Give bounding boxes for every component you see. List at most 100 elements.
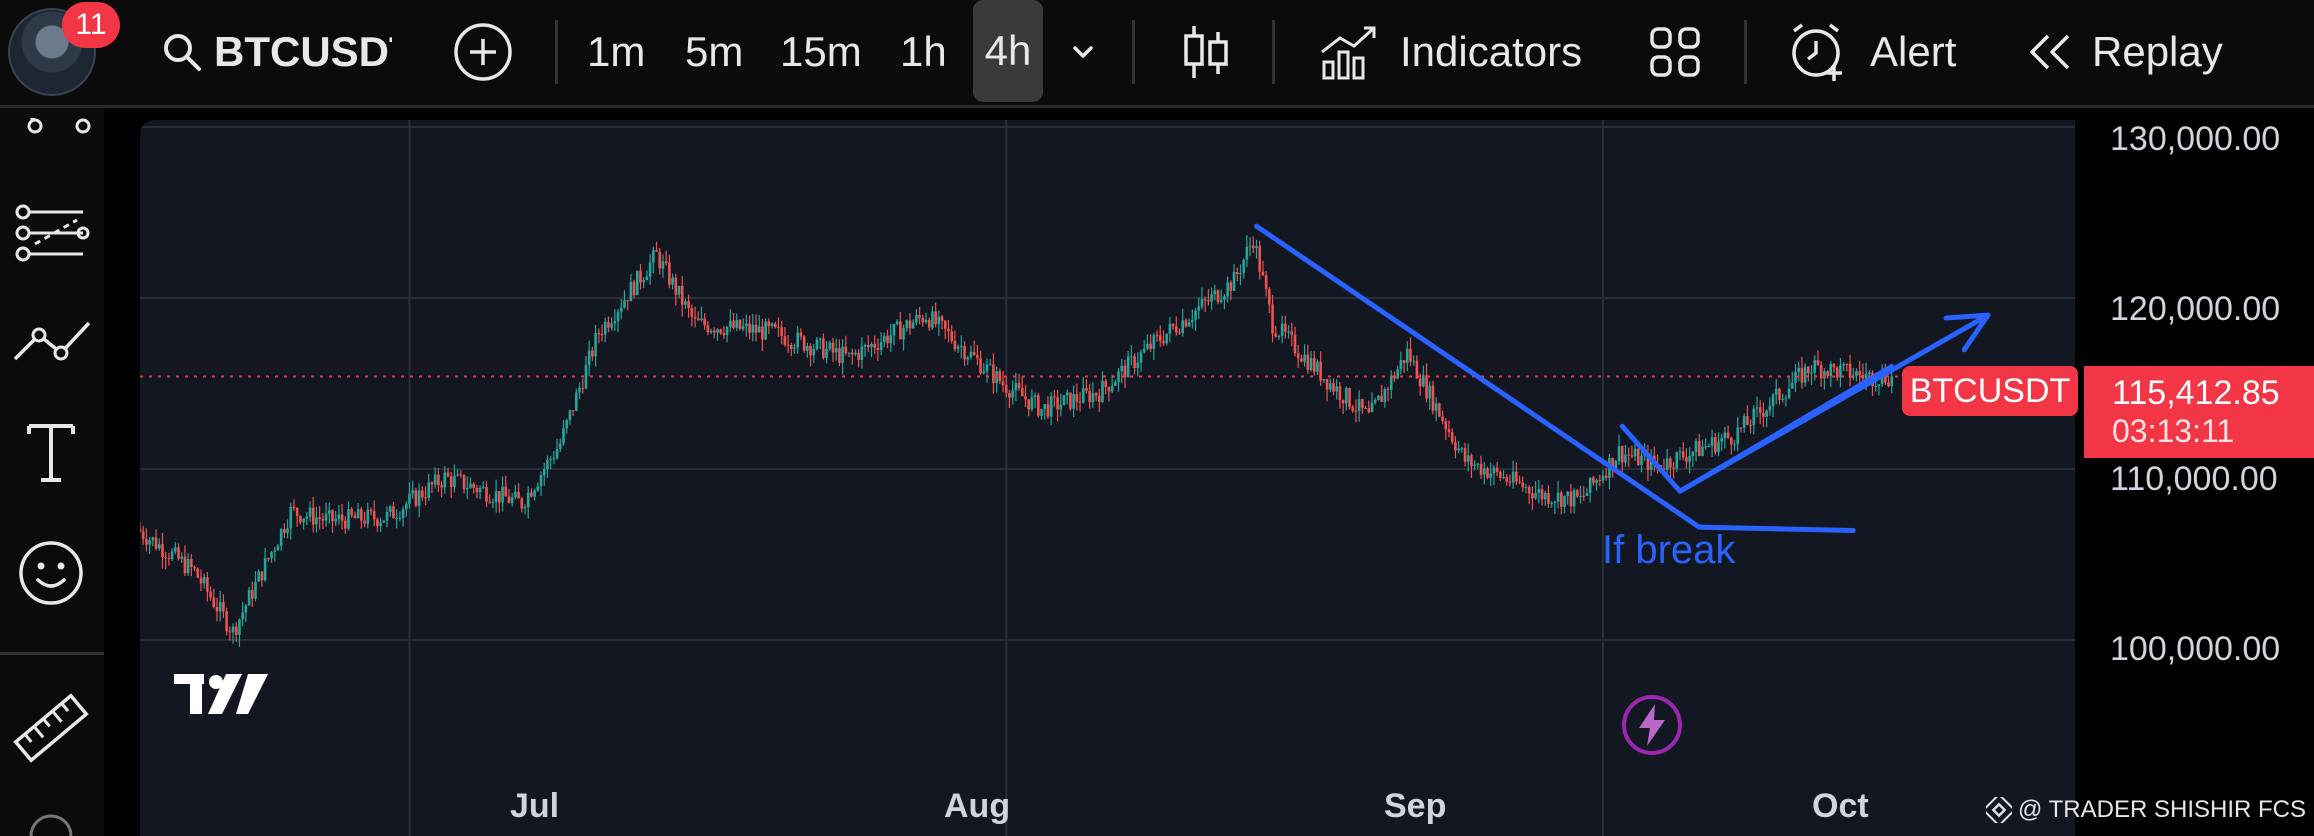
text-tool[interactable]: [6, 420, 96, 486]
candle-body: [677, 285, 681, 295]
candle-body: [382, 520, 386, 523]
candle-body: [1120, 365, 1124, 372]
candle-body: [414, 490, 418, 506]
candle-body: [453, 475, 456, 488]
candle-body: [1284, 323, 1287, 332]
candle-body: [594, 333, 597, 357]
bar-countdown: 03:13:11: [2112, 413, 2235, 449]
candle-body: [1726, 432, 1730, 438]
indicators-button[interactable]: Indicators: [1318, 0, 1582, 104]
callout-text[interactable]: If break: [1602, 528, 1736, 572]
candle-body: [401, 509, 405, 518]
candle-body: [1620, 446, 1624, 463]
candle-body: [1454, 442, 1457, 451]
zoom-tool[interactable]: [6, 806, 96, 836]
candle-body: [1393, 375, 1396, 379]
candle-body: [1146, 343, 1149, 349]
candle-body: [1438, 403, 1441, 417]
candle-body: [1293, 334, 1297, 354]
candle-body: [1890, 376, 1894, 387]
trend-line-tool[interactable]: [6, 313, 96, 369]
candle-body: [1081, 388, 1085, 403]
lightning-icon[interactable]: [1619, 692, 1685, 758]
candle-body: [1088, 390, 1091, 403]
candle-body: [456, 474, 459, 476]
candle-body: [751, 324, 755, 333]
candle-body: [1316, 361, 1319, 372]
candle-body: [154, 537, 158, 549]
candle-body: [170, 551, 174, 559]
watermark: @ TRADER SHISHIR FCS: [1986, 796, 2306, 824]
candle-body: [831, 342, 835, 353]
candle-body: [895, 321, 899, 325]
candle-body: [655, 250, 658, 252]
candle-body: [632, 281, 636, 296]
candle-body: [1746, 416, 1749, 425]
candle-body: [145, 538, 148, 545]
candle-body: [1017, 383, 1021, 388]
timeframe-1m[interactable]: 1m: [587, 28, 646, 75]
candle-body: [234, 626, 238, 635]
candle-body: [1848, 363, 1852, 378]
timeframe-5m[interactable]: 5m: [685, 28, 744, 75]
candle-body: [729, 320, 732, 327]
candle-body: [1778, 388, 1781, 400]
chart-type-button[interactable]: [1180, 0, 1232, 104]
candle-body: [1707, 445, 1711, 447]
candle-body: [568, 410, 572, 421]
add-symbol-button[interactable]: [452, 0, 514, 104]
emoji-tool[interactable]: [6, 538, 96, 608]
timeframe-dropdown-button[interactable]: [1068, 0, 1098, 104]
candle-body: [931, 311, 934, 328]
ruler-tool[interactable]: [6, 688, 96, 768]
candle-body: [1357, 399, 1361, 411]
scissors-icon: [27, 118, 91, 134]
layouts-button[interactable]: [1648, 0, 1702, 104]
candle-body: [1024, 396, 1027, 400]
timeframe-15m[interactable]: 15m: [780, 28, 862, 75]
candle-body: [366, 509, 370, 524]
candle-body: [1502, 477, 1505, 479]
chart-canvas[interactable]: [140, 120, 2075, 836]
candle-body: [392, 506, 395, 519]
current-price-tag: 115,412.85 03:13:11: [2084, 366, 2314, 458]
candle-body: [1781, 398, 1784, 400]
candle-body: [1152, 335, 1156, 349]
candle-body: [1402, 360, 1406, 364]
candle-body: [1325, 379, 1329, 390]
candle-body: [1579, 495, 1582, 497]
replay-button[interactable]: Replay: [2024, 0, 2223, 104]
notification-badge: 11: [62, 2, 120, 48]
candle-body: [1739, 427, 1743, 429]
time-axis-label: Oct: [1812, 787, 1869, 825]
scissors-tool[interactable]: [6, 118, 96, 138]
alert-button[interactable]: Alert: [1788, 0, 1956, 104]
candle-body: [1008, 393, 1011, 398]
candle-body: [1059, 404, 1063, 410]
candle-body: [921, 317, 925, 323]
timeframe-4h[interactable]: 4h: [973, 0, 1043, 102]
symbol-search[interactable]: BTCUSDT: [160, 0, 392, 104]
candle-body: [1107, 387, 1111, 392]
candle-body: [1874, 385, 1878, 387]
candle-body: [1094, 392, 1098, 396]
chart-area[interactable]: 130,000.00 If break: [140, 120, 2075, 836]
candle-body: [1559, 492, 1563, 507]
fib-retracement-tool[interactable]: [6, 198, 96, 268]
candle-body: [215, 606, 219, 612]
timeframe-1h[interactable]: 1h: [900, 28, 947, 75]
candle-body: [209, 591, 212, 598]
candle-body: [1730, 437, 1733, 445]
candle-body: [1062, 395, 1066, 405]
candle-body: [802, 336, 806, 351]
candle-body: [286, 528, 289, 534]
candle-body: [1470, 455, 1473, 467]
candle-body: [295, 508, 299, 517]
candle-body: [635, 270, 639, 296]
candle-body: [1604, 475, 1608, 478]
candle-body: [157, 544, 161, 549]
candle-body: [732, 320, 735, 328]
candle-body: [889, 335, 893, 344]
candle-body: [446, 472, 450, 477]
candle-body: [270, 551, 273, 559]
